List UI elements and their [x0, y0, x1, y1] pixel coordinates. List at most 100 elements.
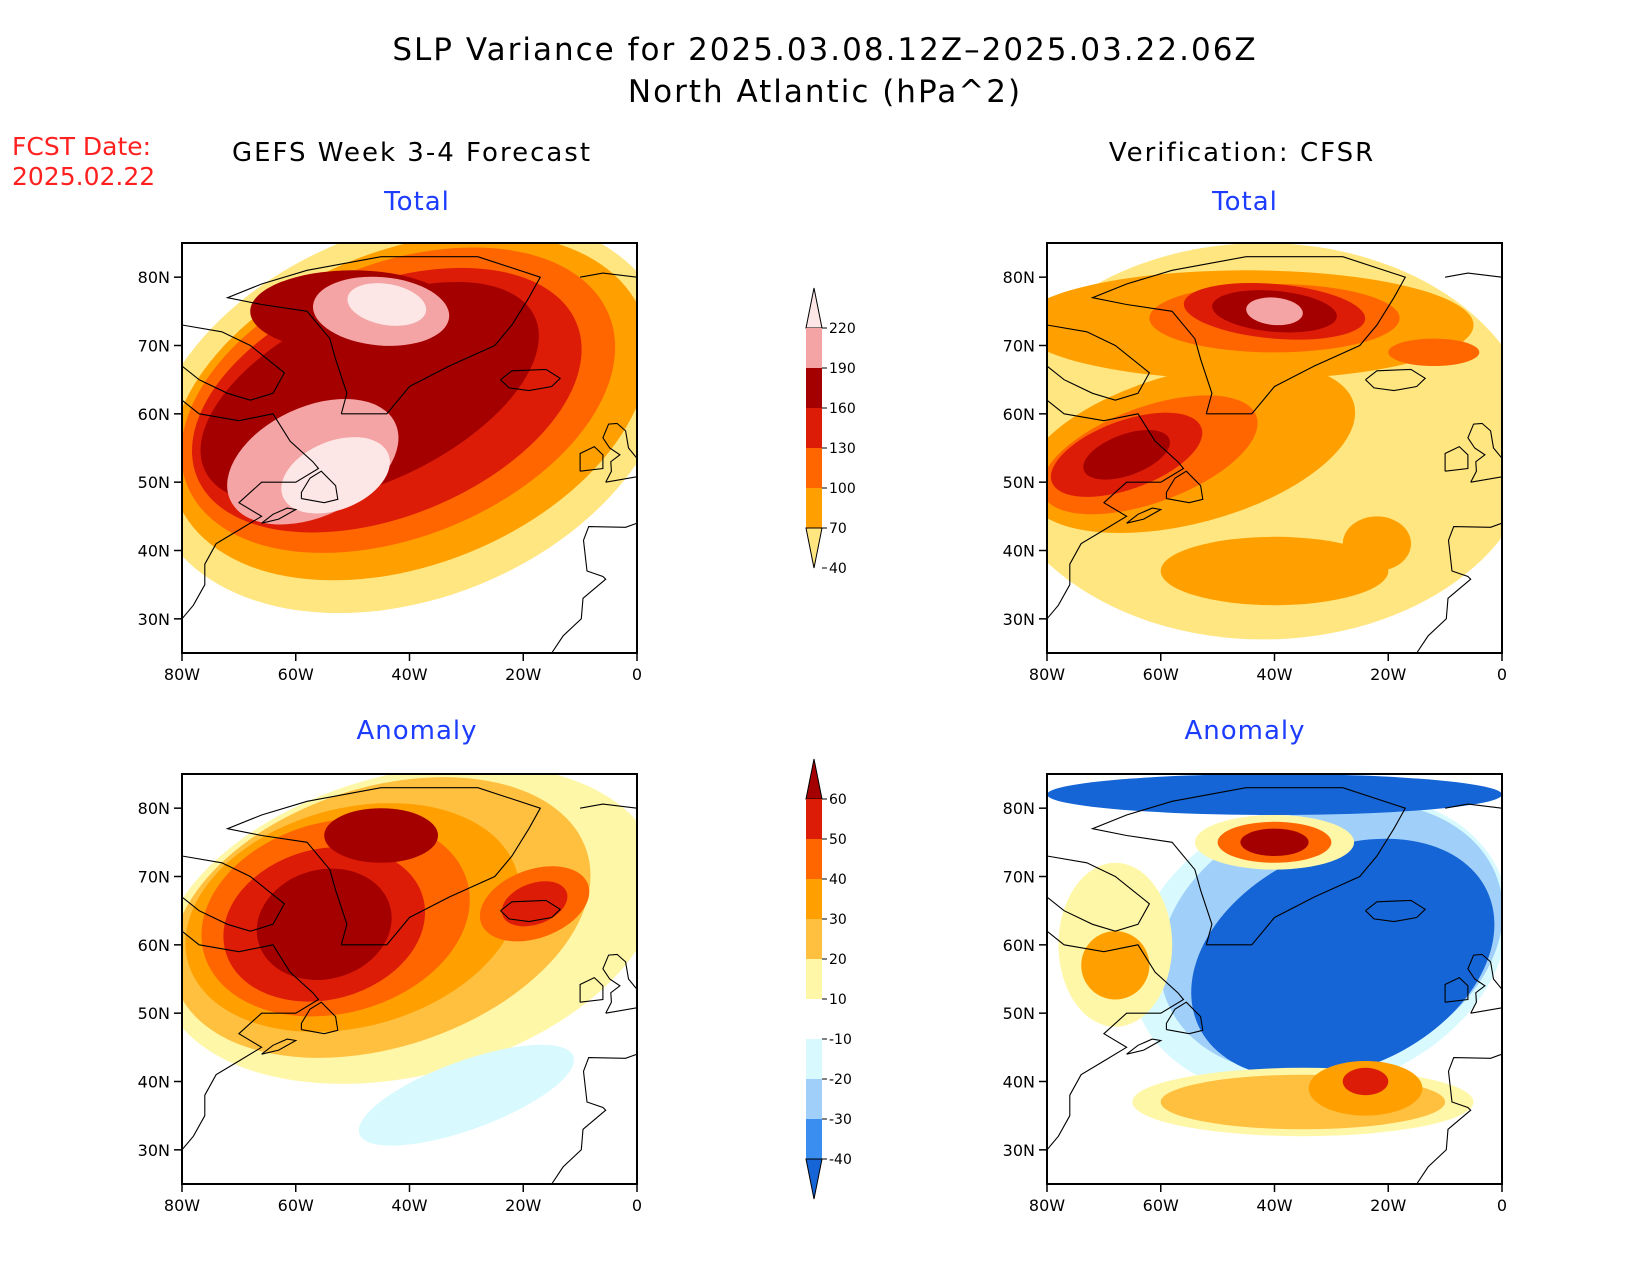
left-header: GEFS Week 3-4 Forecast — [231, 138, 593, 168]
coastline-8 — [1416, 1053, 1502, 1184]
lat-label: 60N — [138, 936, 170, 955]
total-colorbar-level: 130 — [829, 441, 856, 457]
coastline-8 — [551, 1053, 637, 1184]
lon-label: 20W — [1370, 665, 1406, 684]
lat-label: 80N — [138, 268, 170, 287]
map-field — [182, 774, 637, 1184]
title-line-1: SLP Variance for 2025.03.08.12Z–2025.03.… — [392, 32, 1258, 68]
lon-label: 40W — [391, 1196, 427, 1215]
anomaly-colorbar-bottom-arrow — [805, 1158, 823, 1200]
lon-label: 20W — [505, 665, 541, 684]
coastline-3 — [1047, 324, 1151, 401]
fcst-label: FCST Date: — [12, 132, 152, 161]
anomaly-colorbar-swatch — [806, 999, 822, 1039]
anomaly-colorbar-swatch — [806, 1039, 822, 1079]
total-colorbar-swatch — [806, 408, 822, 448]
contour--40-2 — [1191, 838, 1495, 1079]
anomaly-colorbar-level: 40 — [829, 872, 847, 888]
lon-label: 40W — [1256, 1196, 1292, 1215]
lat-label: 70N — [1003, 337, 1035, 356]
contour-220-9 — [347, 283, 427, 326]
anomaly-colorbar-level: 30 — [829, 912, 847, 928]
lon-label: 0 — [1497, 1196, 1507, 1215]
anomaly-colorbar-level: -40 — [829, 1152, 852, 1168]
coastline-7 — [1444, 976, 1469, 1003]
anomaly-colorbar-swatch — [806, 799, 822, 839]
anomaly-colorbar-level: -20 — [829, 1072, 852, 1088]
lon-label: 20W — [1370, 1196, 1406, 1215]
coastline-2 — [182, 399, 320, 620]
lat-label: 80N — [138, 799, 170, 818]
right-header: Verification: CFSR — [1108, 138, 1376, 168]
coastline-9 — [580, 803, 637, 809]
total-colorbar-level: 160 — [829, 401, 856, 417]
lat-label: 80N — [1003, 268, 1035, 287]
coastline-4 — [1165, 470, 1204, 504]
map-field — [182, 243, 637, 653]
contour-50-11 — [1342, 1067, 1389, 1096]
coastline-6 — [1467, 953, 1502, 1014]
anomaly-colorbar-level: -30 — [829, 1112, 852, 1128]
lat-label: 70N — [1003, 868, 1035, 887]
coastline-1 — [500, 899, 562, 923]
contour-70-4 — [1342, 516, 1411, 571]
map-panel-cfsr-anomaly: 80N 70N 60N 50N 40N 30N 80W 60W 40W 20W 0 — [1003, 773, 1507, 1215]
coastline-6 — [1467, 422, 1502, 483]
coastline-0 — [225, 787, 542, 946]
coastline-9 — [1445, 272, 1502, 278]
coastline-3 — [182, 324, 286, 401]
coastline-1 — [1365, 899, 1427, 923]
right-anomaly-label: Anomaly — [1184, 716, 1306, 746]
lat-label: 40N — [1003, 1073, 1035, 1092]
total-colorbar-swatch — [806, 448, 822, 488]
anomaly-colorbar-swatch — [806, 879, 822, 919]
total-colorbar-level: 70 — [829, 521, 847, 537]
left-total-label: Total — [384, 187, 450, 217]
lat-label: 50N — [138, 1004, 170, 1023]
lat-label: 50N — [1003, 1004, 1035, 1023]
total-colorbar-level: 100 — [829, 481, 856, 497]
coastline-4 — [300, 1001, 339, 1035]
contour-60-8 — [256, 868, 392, 981]
contour--40-3 — [1047, 774, 1502, 815]
lat-label: 60N — [1003, 405, 1035, 424]
coastline-5 — [1126, 1038, 1163, 1055]
anomaly-colorbar-level: 60 — [829, 792, 847, 808]
anomaly-colorbar-level: -10 — [829, 1032, 852, 1048]
total-colorbar-swatch — [806, 488, 822, 528]
lon-label: 80W — [1029, 665, 1065, 684]
total-colorbar: 220 190 160 130 100 70 40 — [805, 287, 856, 577]
lon-label: 0 — [1497, 665, 1507, 684]
coastline-7 — [579, 976, 604, 1003]
contour-220-8 — [281, 437, 390, 514]
coastline-8 — [551, 522, 637, 653]
total-colorbar-swatch — [806, 368, 822, 408]
anomaly-colorbar-swatch — [806, 839, 822, 879]
lon-label: 80W — [164, 665, 200, 684]
total-colorbar-level: 190 — [829, 361, 856, 377]
contour-60-12 — [1240, 828, 1309, 856]
coastline-0 — [1090, 256, 1407, 415]
coastline-4 — [1165, 1001, 1204, 1035]
lon-label: 0 — [632, 665, 642, 684]
lon-label: 60W — [1143, 1196, 1179, 1215]
coastline-4 — [300, 470, 339, 504]
coastline-0 — [225, 256, 542, 415]
coastline-1 — [1365, 368, 1427, 392]
coastline-9 — [580, 272, 637, 278]
contour-100-7 — [1388, 338, 1480, 366]
coastline-0 — [1090, 787, 1407, 946]
coastline-6 — [602, 422, 637, 483]
lat-label: 80N — [1003, 799, 1035, 818]
map-panel-gefs-anomaly: 80N 70N 60N 50N 40N 30N 80W 60W 40W 20W 0 — [138, 773, 642, 1215]
coastline-2 — [182, 930, 320, 1151]
fcst-date: 2025.02.22 — [12, 162, 156, 191]
map-panel-gefs-total: 80N 70N 60N 50N 40N 30N 80W 60W 40W 20W 0 — [138, 242, 642, 684]
lat-label: 50N — [1003, 473, 1035, 492]
lon-label: 80W — [1029, 1196, 1065, 1215]
lat-label: 40N — [138, 1073, 170, 1092]
contour-60-9 — [324, 808, 438, 863]
lon-label: 60W — [278, 665, 314, 684]
contour-190-12 — [1246, 297, 1303, 326]
anomaly-colorbar-swatch — [806, 1079, 822, 1119]
